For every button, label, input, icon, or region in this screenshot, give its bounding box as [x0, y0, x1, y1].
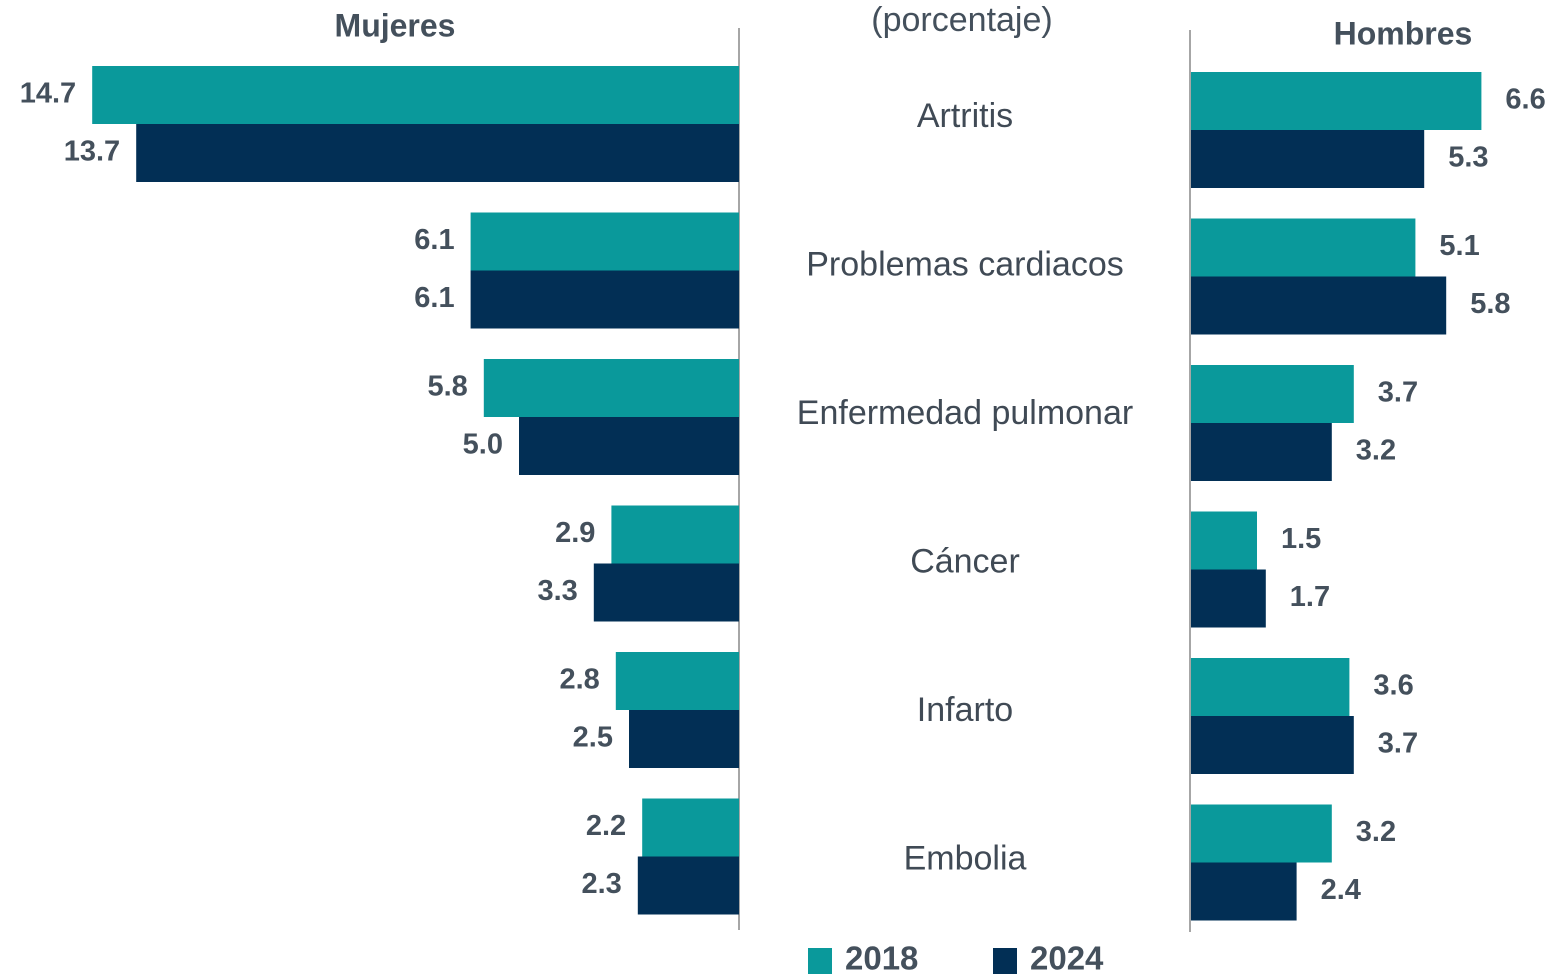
- bar: [470, 270, 739, 329]
- value-label: 14.7: [20, 78, 76, 110]
- bar: [1191, 716, 1354, 774]
- bar: [615, 652, 739, 710]
- legend-swatch: [993, 948, 1017, 974]
- value-label: 2.3: [581, 868, 621, 900]
- bar: [483, 359, 739, 417]
- bar: [1191, 423, 1332, 481]
- value-label: 3.7: [1378, 377, 1418, 409]
- value-label: 2.4: [1321, 874, 1361, 906]
- value-label: 5.8: [427, 371, 467, 403]
- value-label: 3.2: [1356, 435, 1396, 467]
- value-label: 2.5: [573, 722, 613, 754]
- value-label: 5.1: [1439, 230, 1479, 262]
- bar: [1191, 511, 1257, 570]
- chart-subtitle: (porcentaje): [871, 1, 1052, 39]
- bar: [519, 417, 739, 475]
- category-label: Embolia: [904, 839, 1027, 877]
- bar: [1191, 72, 1482, 130]
- bar: [1191, 276, 1447, 335]
- legend-label: 2024: [1030, 940, 1104, 976]
- legend-swatch: [808, 948, 832, 974]
- value-label: 13.7: [64, 136, 120, 168]
- bar: [1191, 658, 1350, 716]
- value-label: 3.7: [1378, 728, 1418, 760]
- value-label: 5.3: [1448, 142, 1488, 174]
- bar: [629, 710, 739, 768]
- bar: [1191, 130, 1425, 188]
- bar: [1191, 218, 1416, 277]
- bar: [1191, 862, 1297, 921]
- bar: [92, 66, 739, 124]
- value-label: 1.7: [1290, 581, 1330, 613]
- value-label: 6.6: [1505, 84, 1545, 116]
- bar: [1191, 804, 1332, 863]
- category-label: Infarto: [917, 691, 1013, 729]
- panel-title: Mujeres: [335, 7, 456, 43]
- value-label: 5.0: [463, 429, 503, 461]
- value-label: 5.8: [1470, 288, 1510, 320]
- category-label: Cáncer: [910, 542, 1020, 580]
- bar: [1191, 569, 1266, 628]
- bar: [637, 856, 739, 915]
- value-label: 2.2: [586, 810, 626, 842]
- legend-label: 2018: [845, 940, 918, 976]
- value-label: 1.5: [1281, 523, 1321, 555]
- value-label: 3.6: [1373, 670, 1413, 702]
- value-label: 6.1: [414, 224, 454, 256]
- bar: [136, 124, 739, 182]
- category-label: Enfermedad pulmonar: [797, 394, 1133, 432]
- panel-title: Hombres: [1334, 15, 1473, 51]
- category-label: Problemas cardiacos: [806, 245, 1123, 283]
- value-label: 6.1: [414, 282, 454, 314]
- bar: [611, 505, 739, 564]
- value-label: 2.9: [555, 517, 595, 549]
- value-label: 3.3: [537, 575, 577, 607]
- bar: [642, 798, 739, 857]
- bar: [1191, 365, 1354, 423]
- bar: [470, 212, 739, 271]
- category-label: Artritis: [917, 97, 1013, 135]
- value-label: 2.8: [559, 664, 599, 696]
- value-label: 3.2: [1356, 816, 1396, 848]
- bar: [593, 563, 739, 622]
